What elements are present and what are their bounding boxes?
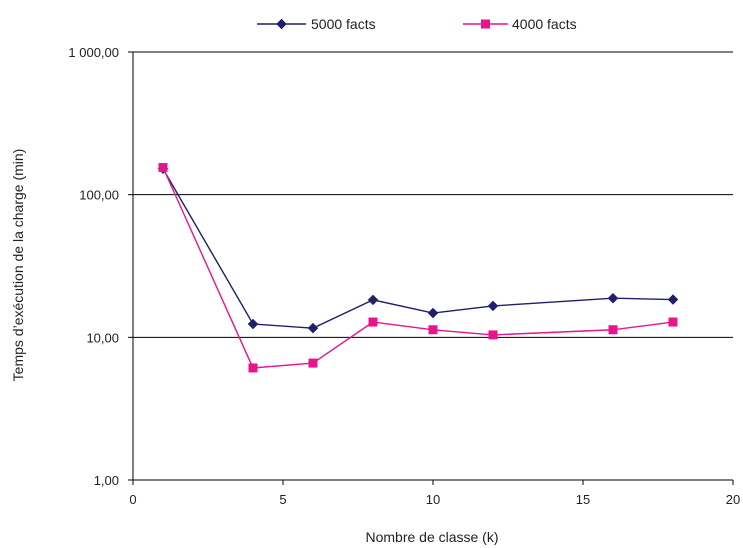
x-tick-label: 15 (576, 492, 590, 507)
data-point-5000-facts (247, 318, 259, 330)
data-point-4000-facts (428, 325, 438, 335)
x-tick-label: 0 (129, 492, 136, 507)
data-point-4000-facts (308, 358, 318, 368)
axes (128, 51, 734, 485)
data-point-5000-facts (367, 294, 379, 306)
data-point-4000-facts (488, 330, 498, 340)
series-layer (157, 163, 679, 373)
x-tick-label: 20 (726, 492, 740, 507)
legend-marker-5000-facts (276, 18, 287, 30)
legend: 5000 facts 4000 facts (257, 16, 577, 32)
data-point-4000-facts (368, 317, 378, 327)
y-tick-label: 1 000,00 (68, 45, 119, 60)
data-point-4000-facts (668, 317, 678, 327)
legend-label-5000-facts: 5000 facts (311, 16, 376, 32)
data-point-4000-facts (608, 325, 618, 335)
gridlines (133, 51, 733, 338)
data-point-5000-facts (607, 292, 619, 304)
data-point-5000-facts (667, 294, 679, 305)
y-tick-label: 100,00 (79, 188, 119, 203)
data-point-5000-facts (487, 300, 499, 312)
tick-labels: 1,00 10,00 100,00 1 000,00 0 5 10 15 20 (68, 45, 740, 507)
series-line-5000-facts (162, 168, 674, 329)
data-point-5000-facts (427, 307, 439, 319)
data-point-4000-facts (158, 163, 168, 173)
series-line-4000-facts (162, 167, 674, 369)
data-point-5000-facts (307, 322, 319, 334)
legend-marker-4000-facts (481, 19, 490, 29)
y-tick-label: 1,00 (94, 473, 119, 488)
y-axis-title: Temps d’exécution de la charge (min) (10, 149, 26, 382)
y-tick-label: 10,00 (86, 330, 119, 345)
x-axis-title: Nombre de classe (k) (365, 529, 498, 545)
data-point-4000-facts (248, 363, 258, 373)
x-tick-label: 10 (426, 492, 440, 507)
x-tick-label: 5 (279, 492, 286, 507)
legend-label-4000-facts: 4000 facts (512, 16, 577, 32)
